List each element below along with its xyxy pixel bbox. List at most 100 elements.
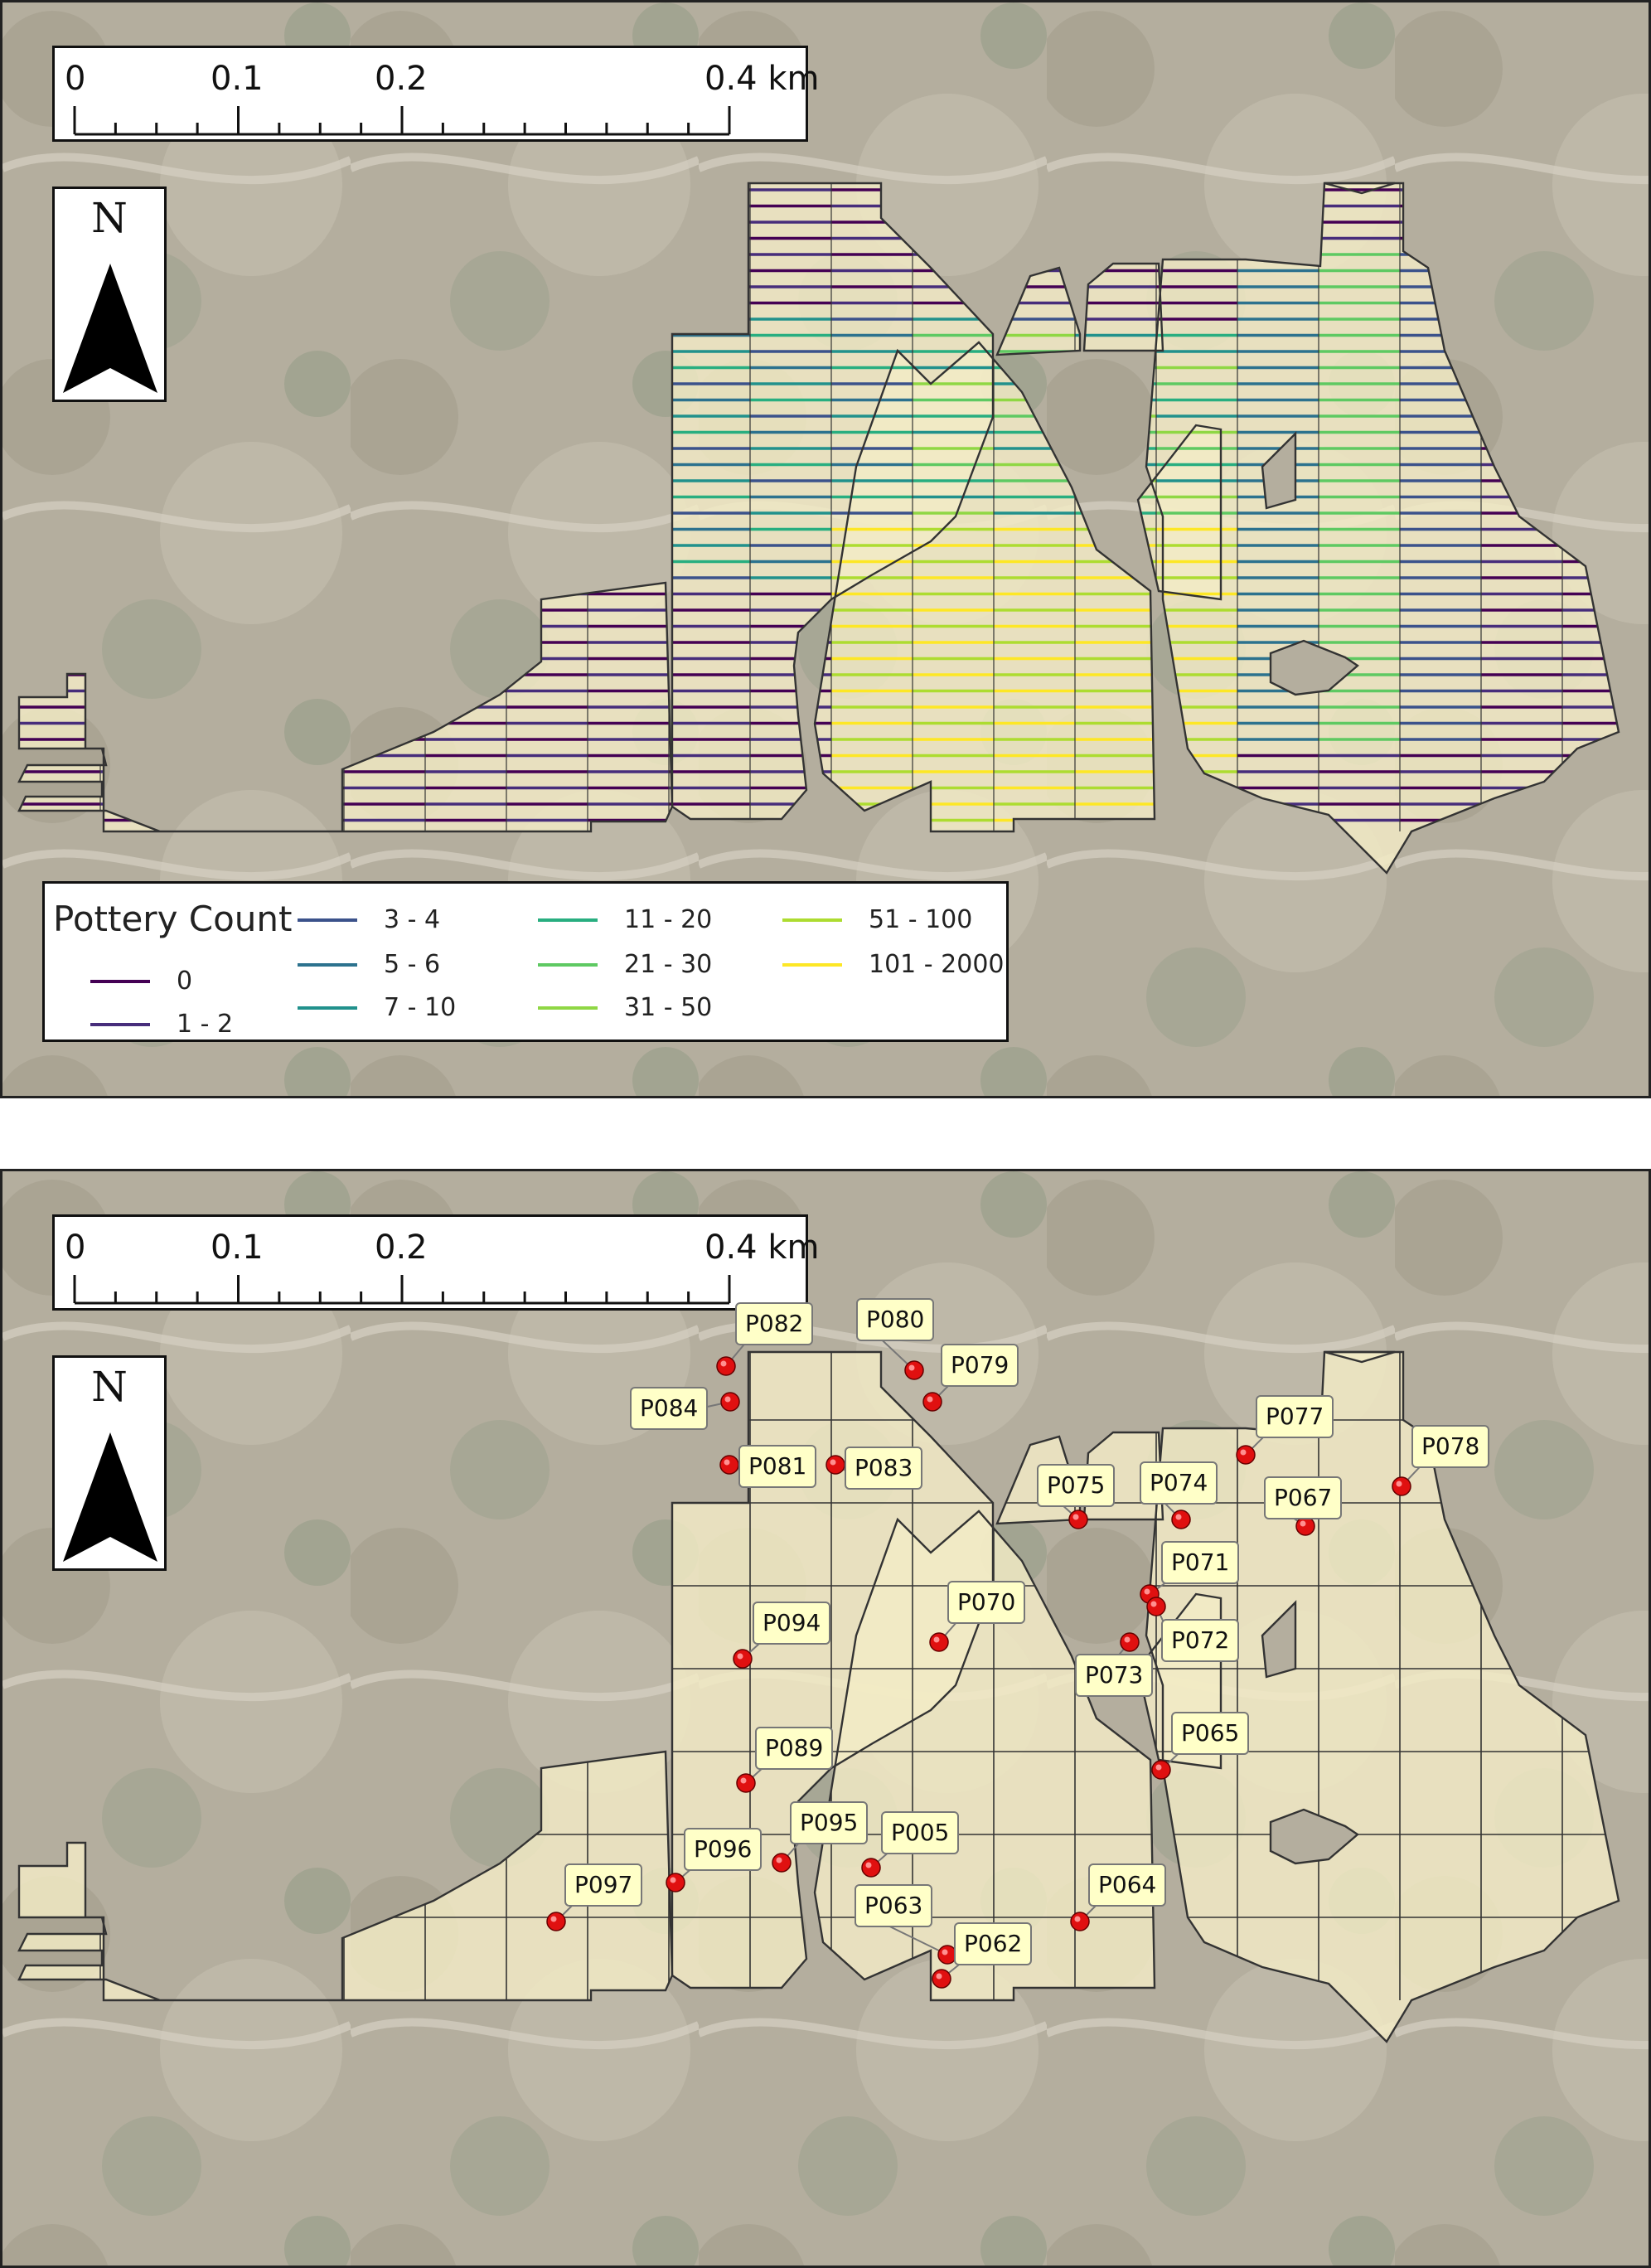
legend-label: 11 - 20 [624,905,713,934]
legend-label: 51 - 100 [869,905,973,934]
site-marker-dot[interactable] [546,1912,566,1931]
site-label: P096 [684,1828,763,1871]
site-marker[interactable] [932,1969,951,1989]
site-marker-highlight [724,1459,730,1466]
site-marker[interactable] [1236,1445,1256,1465]
legend-swatch [90,1023,150,1026]
site-marker-dot[interactable] [861,1858,881,1878]
scale-label-0-4-km: 0.4 km [704,1228,820,1267]
survey-polygon-edge [671,1350,995,1989]
site-marker-dot[interactable] [1070,1912,1090,1931]
site-marker-dot[interactable] [826,1455,845,1475]
site-marker-dot[interactable] [932,1969,951,1989]
site-label: P077 [1256,1395,1334,1438]
site-marker[interactable] [716,1356,736,1376]
north-letter: N [91,194,128,242]
site-marker[interactable] [720,1392,740,1412]
survey-area-outline [17,182,1620,875]
scale-bar: 0 0.1 0.2 0.4 km [52,46,819,142]
site-marker-dot[interactable] [1392,1476,1411,1496]
site-label: P070 [947,1581,1026,1624]
site-marker-dot[interactable] [1171,1510,1191,1529]
site-marker-highlight [776,1857,782,1863]
survey-polygon [1084,264,1163,351]
site-marker-dot[interactable] [1236,1445,1256,1465]
pottery-count-map: 0 0.1 0.2 0.4 km N Pottery Count 0 1 - 2 3… [0,0,1651,1098]
site-marker[interactable] [772,1853,792,1873]
site-marker-dot[interactable] [716,1356,736,1376]
site-marker-highlight [1175,1514,1182,1520]
site-marker-dot[interactable] [772,1853,792,1873]
site-label: P097 [564,1863,643,1907]
site-marker-dot[interactable] [904,1360,924,1380]
site-marker-dot[interactable] [666,1873,685,1892]
site-marker[interactable] [929,1632,949,1652]
scale-label-0: 0 [65,60,86,98]
legend-swatch [90,980,150,983]
site-marker-highlight [737,1653,743,1660]
site-marker-highlight [933,1636,940,1643]
north-letter: N [91,1363,128,1411]
site-marker-dot[interactable] [1295,1516,1315,1536]
site-marker-dot[interactable] [1120,1632,1140,1652]
site-marker[interactable] [922,1392,942,1412]
survey-polygon-edge [1145,1350,1620,2043]
survey-polygon-edge [1136,1592,1223,1770]
north-arrow-icon [63,264,157,393]
legend-swatch [782,963,842,967]
site-marker-highlight [1396,1480,1402,1487]
site-marker-dot[interactable] [929,1632,949,1652]
site-marker-highlight [740,1777,747,1784]
site-marker-highlight [927,1396,933,1403]
site-markers [546,1356,1411,1989]
site-marker-dot[interactable] [1068,1510,1088,1529]
site-marker[interactable] [666,1873,685,1892]
site-marker-highlight [936,1973,942,1980]
site-marker[interactable] [826,1455,845,1475]
site-marker-dot[interactable] [1146,1597,1166,1616]
legend-label: 31 - 50 [624,993,713,1022]
excluded-area [1269,639,1359,696]
site-marker[interactable] [1295,1516,1315,1536]
site-marker-highlight [724,1396,731,1403]
legend: Pottery Count 0 1 - 2 3 - 4 5 - 6 7 - 10 11 -… [42,881,1009,1042]
scale-bar: 0 0.1 0.2 0.4 km [52,1214,819,1311]
site-marker-dot[interactable] [720,1392,740,1412]
site-label: P083 [845,1447,923,1490]
north-arrow: N [52,1355,167,1571]
site-marker[interactable] [719,1455,739,1475]
site-marker-dot[interactable] [719,1455,739,1475]
site-label: P082 [735,1302,814,1345]
site-marker-dot[interactable] [736,1773,756,1793]
site-marker[interactable] [1068,1510,1088,1529]
site-marker[interactable] [733,1649,753,1669]
site-marker-dot[interactable] [922,1392,942,1412]
site-marker[interactable] [1392,1476,1411,1496]
site-marker[interactable] [1171,1510,1191,1529]
site-marker[interactable] [736,1773,756,1793]
legend-label: 101 - 2000 [869,950,1005,979]
site-marker-highlight [942,1949,948,1955]
survey-polygon-edge [671,182,995,821]
site-marker[interactable] [1120,1632,1140,1652]
site-marker[interactable] [904,1360,924,1380]
legend-label: 3 - 4 [384,905,441,934]
site-marker[interactable] [1070,1912,1090,1931]
site-marker[interactable] [546,1912,566,1931]
scale-label-0: 0 [65,1228,86,1267]
site-marker-highlight [1240,1449,1247,1456]
survey-polygon-edge [17,581,674,833]
site-marker-highlight [1150,1601,1157,1607]
scale-bar-graphic [73,1275,731,1305]
site-marker[interactable] [1146,1597,1166,1616]
site-marker[interactable] [861,1858,881,1878]
site-marker-highlight [1072,1514,1079,1520]
survey-polygon [815,1511,1155,2000]
site-marker[interactable] [1151,1760,1171,1780]
site-marker-dot[interactable] [1151,1760,1171,1780]
survey-polygon [1146,1352,1619,2042]
site-label: P080 [856,1298,935,1341]
site-marker-dot[interactable] [733,1649,753,1669]
site-label: P095 [790,1801,869,1844]
site-marker-highlight [550,1916,557,1922]
